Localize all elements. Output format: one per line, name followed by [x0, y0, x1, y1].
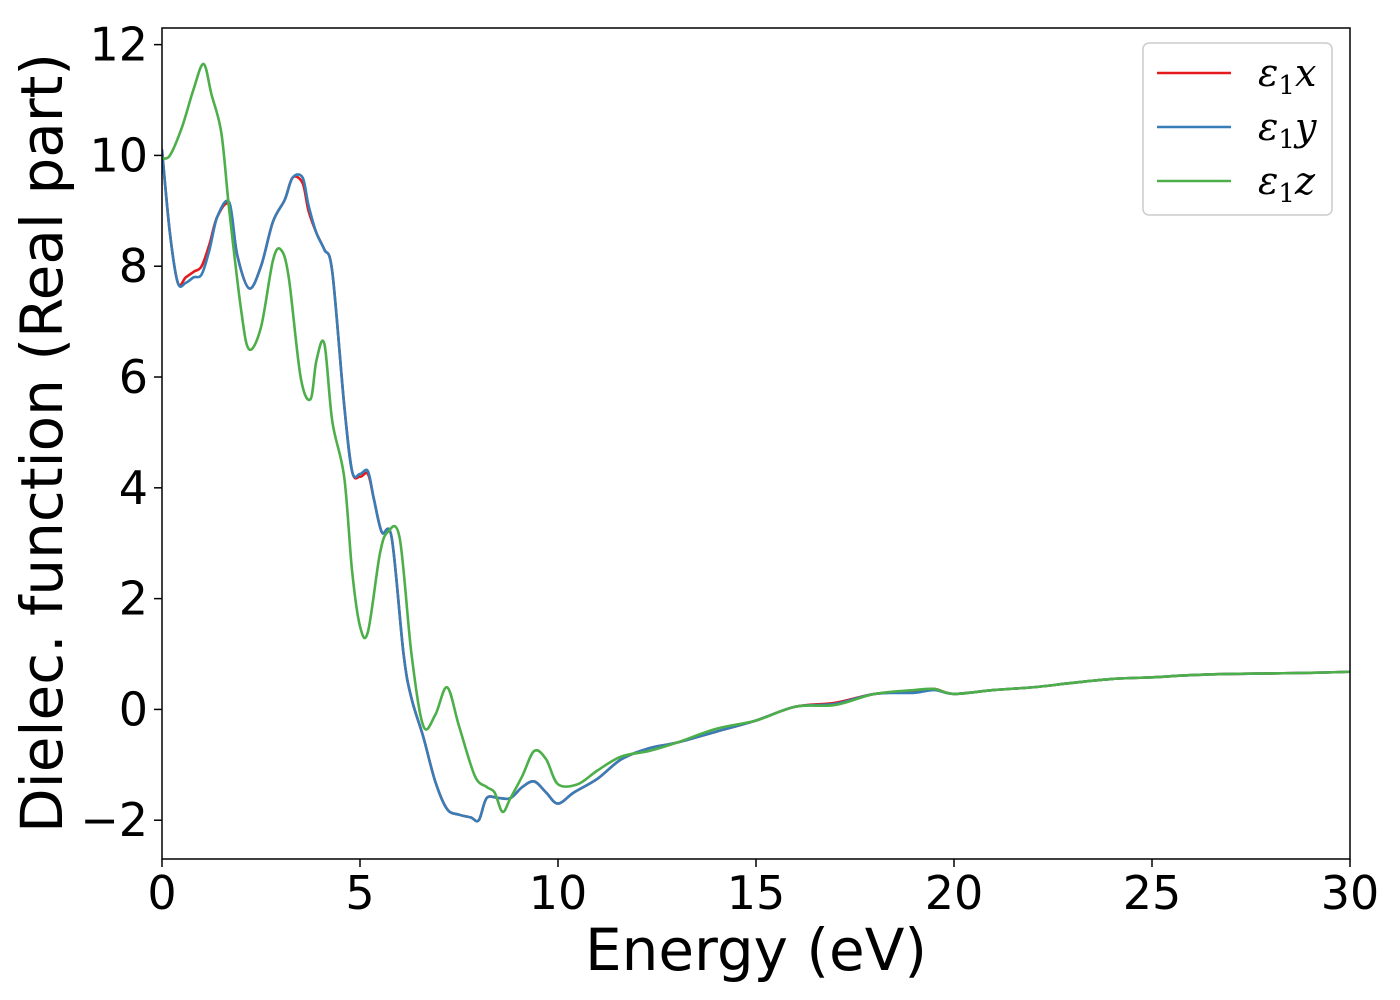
y-tick-label: 0: [119, 682, 148, 736]
ticks-layer: 0 5 10 15 20 25 30 −2 0 2 4 6 8 10 12: [80, 18, 1379, 920]
y-tick-label: 12: [89, 18, 148, 72]
y-axis-label: Dielec. function (Real part): [8, 53, 76, 833]
y-tick-label: 4: [119, 461, 148, 515]
legend-variable: y: [1293, 105, 1317, 149]
y-tick-label: 6: [119, 350, 148, 404]
legend-symbol: ε: [1258, 105, 1278, 149]
x-tick-label: 0: [147, 866, 176, 920]
legend-label-x: ε1x: [1258, 51, 1316, 101]
x-tick-label: 25: [1123, 866, 1182, 920]
y-tick-label: 10: [89, 128, 148, 182]
legend-subscript: 1: [1278, 125, 1295, 155]
series-line-z: [162, 62, 1350, 814]
x-tick-label: 10: [529, 866, 588, 920]
x-tick-label: 20: [925, 866, 984, 920]
legend-symbol: ε: [1258, 51, 1278, 95]
legend-variable: x: [1295, 51, 1316, 95]
legend-subscript: 1: [1278, 179, 1295, 209]
legend-label-y: ε1y: [1258, 105, 1317, 155]
x-tick-label: 5: [345, 866, 374, 920]
x-tick-label: 15: [727, 866, 786, 920]
legend-subscript: 1: [1278, 71, 1295, 101]
y-tick-label: 2: [119, 572, 148, 626]
legend-variable: z: [1294, 159, 1316, 203]
series-layer: [162, 62, 1350, 823]
legend-box: [1142, 42, 1333, 216]
legend-label-z: ε1z: [1258, 159, 1316, 209]
y-tick-label: −2: [80, 793, 148, 847]
x-tick-label: 30: [1321, 866, 1380, 920]
y-tick-label: 8: [119, 239, 148, 293]
x-axis-label: Energy (eV): [585, 916, 927, 984]
legend-symbol: ε: [1258, 159, 1278, 203]
